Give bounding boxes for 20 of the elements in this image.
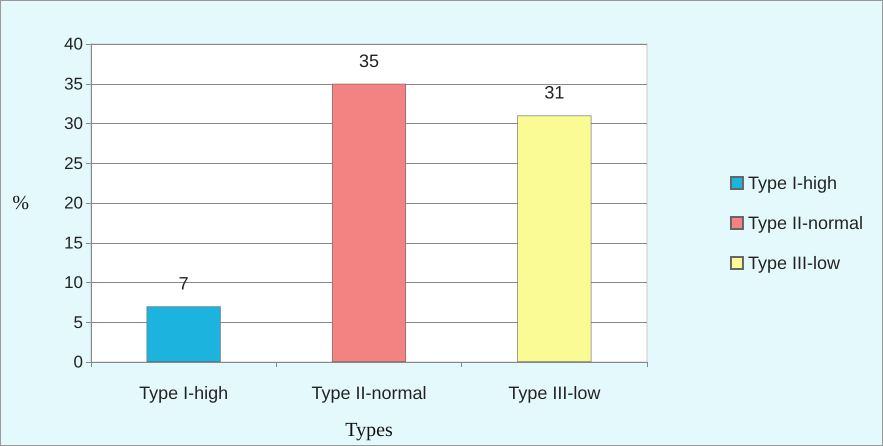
data-label: 7 [178, 273, 189, 294]
legend-label: Type I-high [748, 173, 838, 193]
y-tick-label: 15 [64, 233, 83, 252]
y-axis-title: % [12, 192, 29, 214]
x-tick-label: Type I-high [139, 383, 228, 403]
x-axis-title: Types [345, 419, 393, 441]
y-tick-label: 40 [64, 34, 83, 54]
legend-label: Type III-low [748, 253, 841, 273]
y-tick-label: 35 [64, 74, 83, 94]
data-label: 31 [544, 82, 564, 103]
y-tick-label: 0 [74, 352, 83, 372]
y-tick-label: 10 [64, 273, 83, 292]
y-tick-label: 30 [64, 114, 83, 133]
x-tick-label: Type III-low [508, 383, 602, 403]
y-tick-label: 20 [64, 194, 83, 212]
y-tick-label: 5 [74, 312, 83, 332]
legend-label: Type II-normal [748, 213, 864, 233]
y-tick-label: 25 [64, 154, 83, 173]
data-label: 35 [358, 50, 380, 71]
x-tick-label: Type II-normal [311, 383, 427, 403]
